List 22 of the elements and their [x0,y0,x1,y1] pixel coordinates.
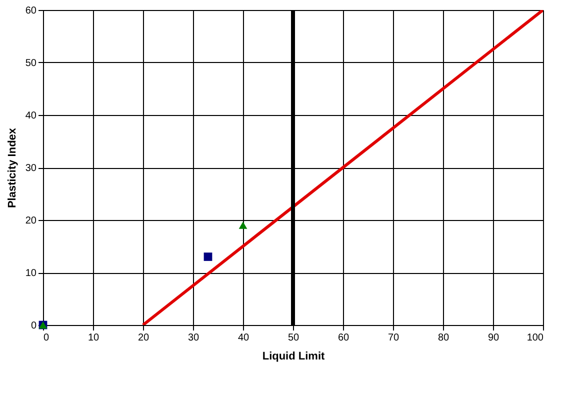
y-tick-label: 50 [25,58,37,69]
y-tick-label: 40 [25,110,37,122]
x-tick-label: 60 [338,332,350,344]
x-tick-label: 70 [388,332,400,344]
point [204,252,212,261]
x-tick-label: 50 [288,332,300,344]
x-tick-label: 90 [488,332,500,344]
y-tick-label: 60 [25,6,37,16]
x-tick-label: 30 [188,332,200,344]
x-tick-label: 100 [526,332,544,344]
y-tick-label: 30 [25,163,37,174]
point [238,222,248,229]
x-tick-label: 20 [138,332,150,344]
y-tick-label: 20 [25,216,37,226]
x-tick-label: 40 [238,332,250,344]
x-tick-label: 0 [44,332,50,344]
x-tick-label: 80 [438,332,450,344]
y-tick-label: 0 [30,320,37,332]
y-axis-title: Plasticity Index [6,127,18,208]
x-axis-title: Liquid Limit [262,350,325,362]
x-tick-label: 10 [88,332,100,344]
y-tick-label: 10 [25,268,37,279]
